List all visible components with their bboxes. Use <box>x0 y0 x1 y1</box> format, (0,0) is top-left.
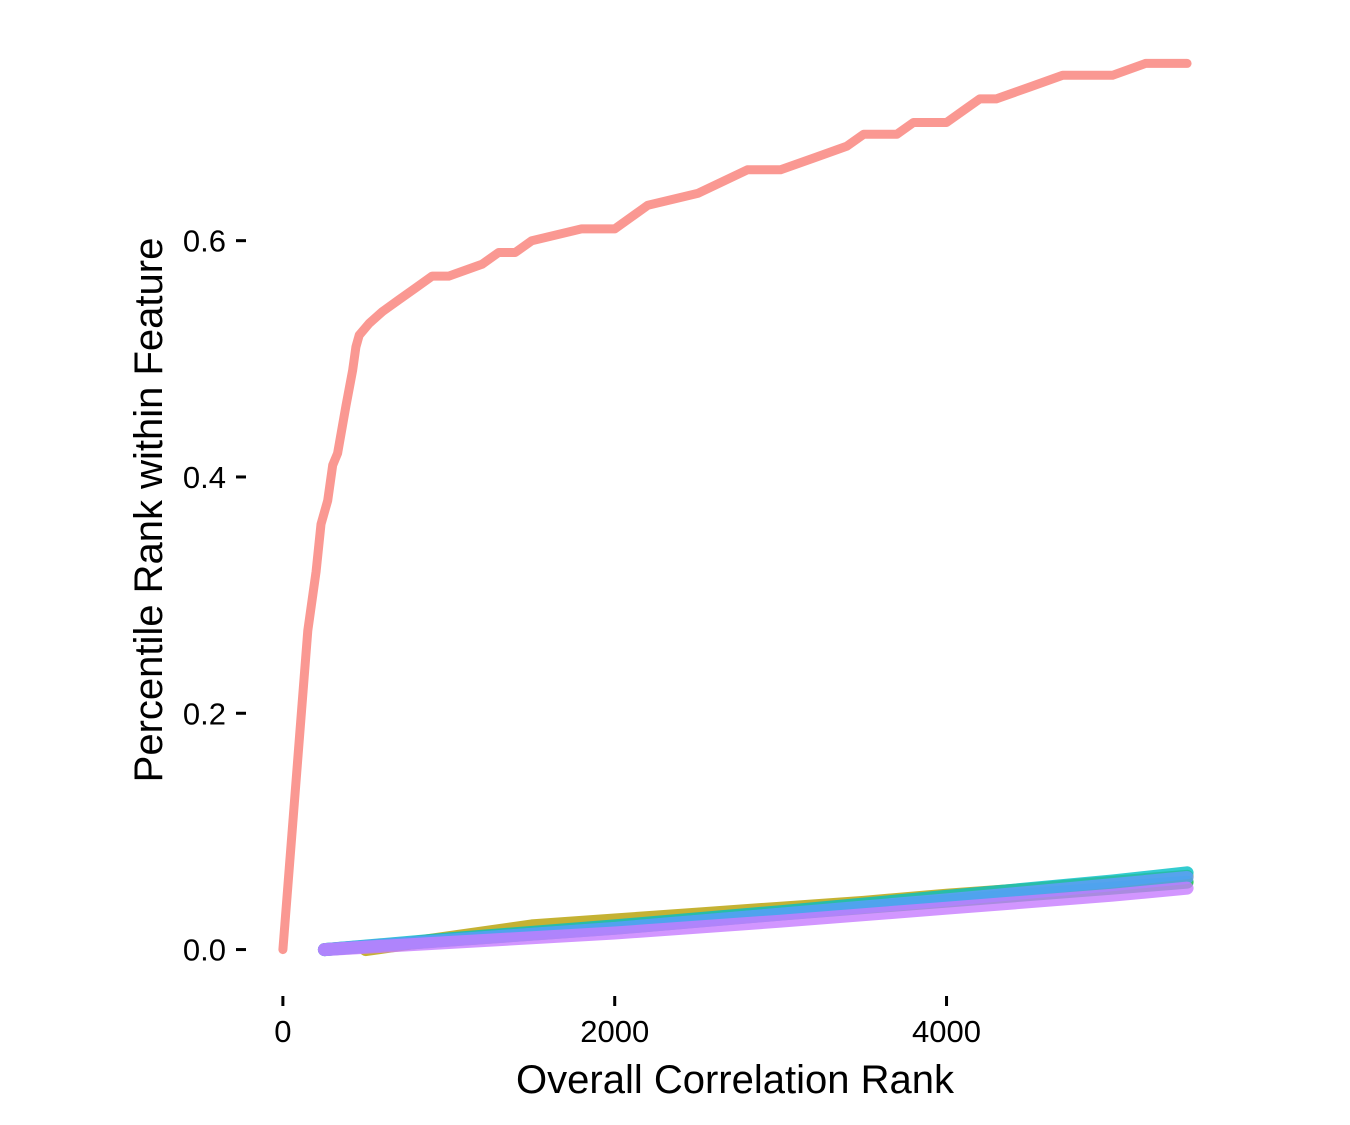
y-tick-label: 0.6 <box>183 224 226 259</box>
series-line-1 <box>278 58 1192 955</box>
series-line-6 <box>317 881 1194 957</box>
x-axis-title: Overall Correlation Rank <box>516 1058 955 1102</box>
x-axis: 0 2000 4000 <box>274 996 981 1049</box>
series-layer <box>278 58 1194 957</box>
y-tick-label: 0.4 <box>183 460 226 495</box>
y-axis: 0.0 0.2 0.4 0.6 <box>183 224 246 968</box>
x-tick-label: 0 <box>274 1014 291 1049</box>
y-tick-label: 0.0 <box>183 933 226 968</box>
x-tick-label: 4000 <box>912 1014 981 1049</box>
x-tick-label: 2000 <box>580 1014 649 1049</box>
y-axis-title: Percentile Rank within Feature <box>127 238 171 783</box>
y-tick-label: 0.2 <box>183 696 226 731</box>
